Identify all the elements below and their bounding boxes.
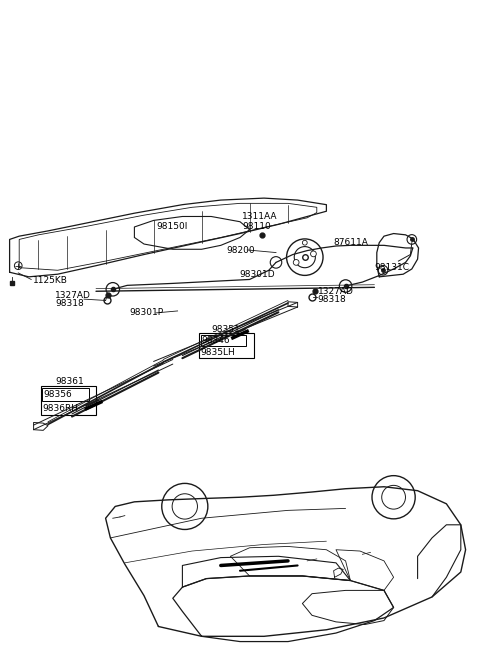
Ellipse shape [293, 260, 299, 265]
Text: 87611A: 87611A [334, 238, 369, 247]
Text: 98301D: 98301D [239, 270, 275, 279]
Text: 1125KB: 1125KB [33, 276, 68, 285]
FancyBboxPatch shape [199, 333, 254, 358]
Text: 1327AD: 1327AD [318, 287, 354, 296]
Text: 98131C: 98131C [374, 263, 409, 272]
Text: 98361: 98361 [55, 377, 84, 386]
FancyBboxPatch shape [201, 335, 246, 346]
Text: 98110: 98110 [242, 222, 271, 232]
Ellipse shape [270, 256, 282, 268]
Ellipse shape [339, 279, 352, 293]
Text: 98318: 98318 [55, 298, 84, 308]
Text: 1311AA: 1311AA [242, 212, 278, 221]
Ellipse shape [407, 235, 417, 244]
Ellipse shape [311, 251, 316, 256]
Text: 98346: 98346 [202, 336, 230, 345]
Text: 9835LH: 9835LH [201, 348, 235, 358]
Ellipse shape [302, 240, 307, 245]
FancyBboxPatch shape [42, 388, 89, 401]
Ellipse shape [106, 283, 120, 296]
FancyBboxPatch shape [41, 386, 96, 415]
Ellipse shape [378, 266, 388, 275]
Text: 98318: 98318 [318, 295, 347, 304]
Text: 98351: 98351 [211, 325, 240, 334]
Text: 1327AD: 1327AD [55, 291, 91, 300]
Text: 9836RH: 9836RH [42, 403, 78, 413]
Text: 98200: 98200 [227, 246, 255, 255]
Text: 98301P: 98301P [130, 308, 164, 318]
Text: 98150I: 98150I [156, 222, 187, 232]
Text: 98356: 98356 [44, 390, 72, 400]
